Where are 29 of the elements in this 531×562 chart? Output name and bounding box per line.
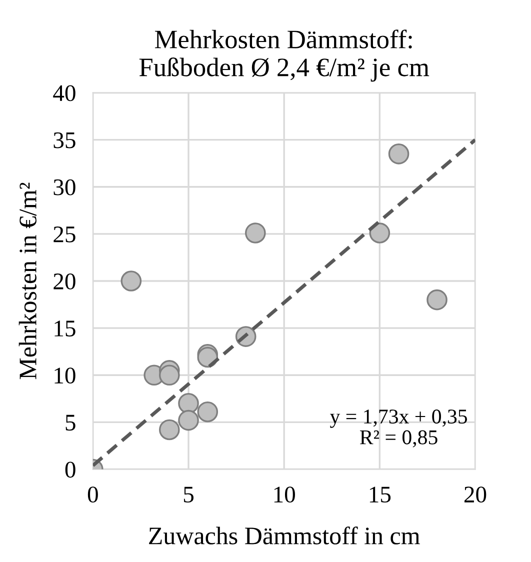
- x-tick-label: 15: [370, 486, 391, 503]
- y-tick-label: 30: [54, 179, 76, 196]
- annotation: y = 1,73x + 0,35: [330, 410, 468, 428]
- y-tick-label: 35: [54, 132, 76, 148]
- x-tick-label: 0: [88, 486, 98, 503]
- point: [178, 392, 199, 414]
- x-tick-label: 20: [464, 486, 486, 503]
- y-tick-label: 5: [66, 414, 76, 431]
- annotation: R² = 0,85: [360, 430, 438, 448]
- y-tick-label: 40: [53, 85, 76, 102]
- x-tick-label: 5: [184, 486, 194, 503]
- point: [120, 270, 142, 292]
- point: [158, 364, 180, 386]
- y-tick-label: 10: [54, 368, 76, 384]
- point: [388, 144, 410, 164]
- point: [245, 222, 266, 244]
- point: [369, 222, 390, 244]
- point: [158, 419, 180, 440]
- point: [197, 401, 218, 422]
- y-tick-label: 20: [54, 273, 76, 290]
- y-tick-label: 0: [65, 462, 76, 478]
- x-tick-label: 10: [274, 486, 295, 503]
- point: [178, 410, 199, 431]
- y-axis-title: Mehrkosten in €/m²: [18, 182, 36, 380]
- x-axis-title: Zuwachs Dämmstoff in cm: [149, 526, 420, 544]
- chart-title: Mehrkosten Dämmstoff: Fußboden Ø 2,4 €/m² je cm: [139, 30, 430, 82]
- y-tick-label: 15: [54, 320, 76, 336]
- point: [426, 289, 448, 310]
- y-tick-label: 25: [54, 226, 76, 242]
